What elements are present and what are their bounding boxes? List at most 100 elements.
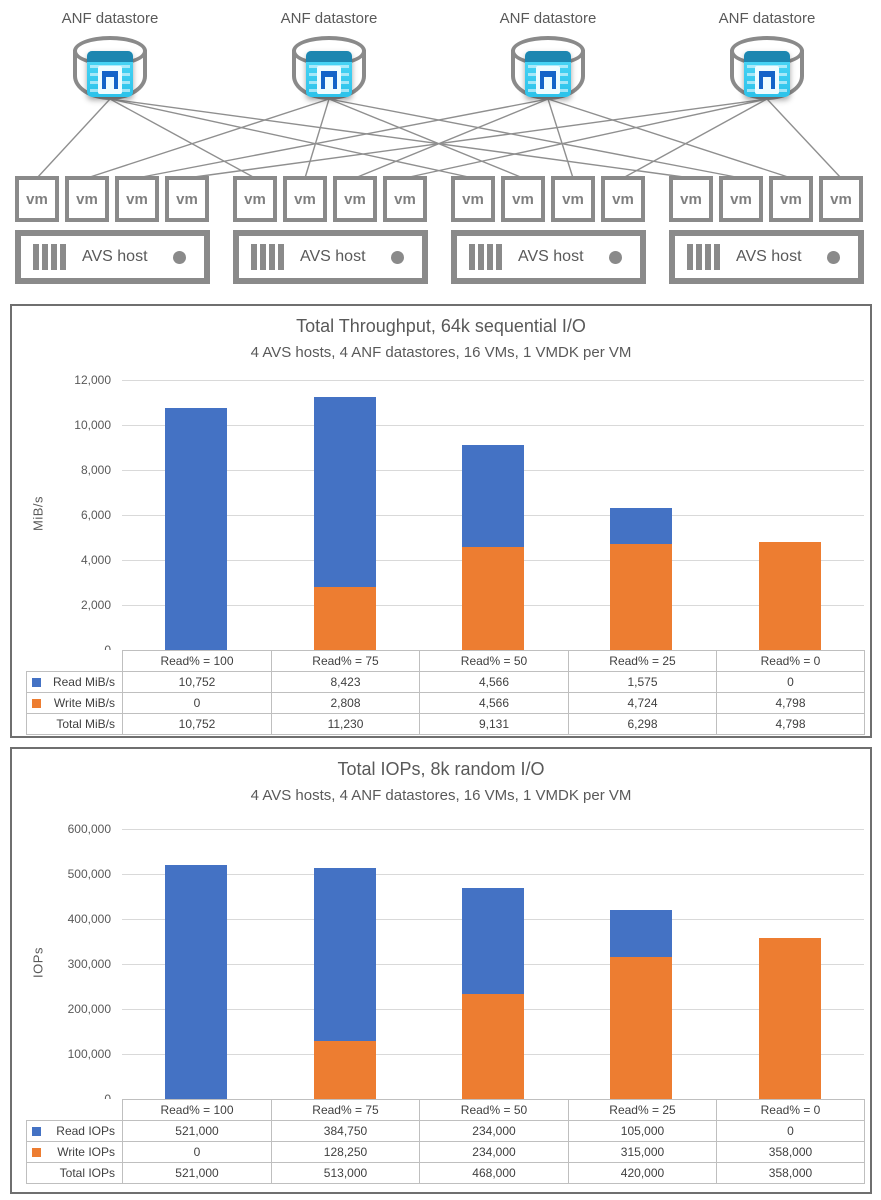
power-dot-icon xyxy=(173,250,186,264)
value-cell: 384,750 xyxy=(271,1120,420,1142)
value-cell: 0 xyxy=(122,1141,272,1163)
value-cell: 2,808 xyxy=(271,692,420,714)
server-slot-bar xyxy=(251,244,257,270)
server-slot-bar xyxy=(687,244,693,270)
throughput-chart-panel: Total Throughput, 64k sequential I/O 4 AV… xyxy=(10,304,872,738)
bar-segment-write xyxy=(610,543,673,650)
total-value-cell: 10,752 xyxy=(122,713,272,735)
server-slots-icon xyxy=(469,244,502,270)
anf-icon-glyph xyxy=(102,71,118,89)
total-value-cell: 420,000 xyxy=(568,1162,717,1184)
datastore-vm-link xyxy=(304,98,330,179)
value-cell: 4,724 xyxy=(568,692,717,714)
data-table: Read% = 100 Read% = 75 Read% = 50 Read% = 2… xyxy=(26,650,865,735)
datastore-vm-link xyxy=(109,98,256,179)
bar-segment-write xyxy=(758,542,821,650)
datastore-vm-link xyxy=(109,98,692,179)
total-value-cell: 6,298 xyxy=(568,713,717,735)
y-tick-label: 100,000 xyxy=(67,1047,111,1061)
vm-group: vm vm vm vm xyxy=(451,176,645,222)
power-dot-icon xyxy=(609,250,622,264)
iops-chart-panel: Total IOPs, 8k random I/O 4 AVS hosts, 4 … xyxy=(10,747,872,1194)
value-cell: 0 xyxy=(716,671,865,693)
datastore-label: ANF datastore xyxy=(718,10,816,27)
series-row-header: Write MiB/s xyxy=(26,692,123,714)
y-tick-label: 4,000 xyxy=(80,553,111,567)
data-table: Read% = 100 Read% = 75 Read% = 50 Read% = 2… xyxy=(26,1099,865,1184)
value-cell: 10,752 xyxy=(122,671,272,693)
vm-box: vm xyxy=(819,176,863,222)
server-slot-bar xyxy=(478,244,484,270)
vm-box: vm xyxy=(551,176,595,222)
y-tick-label: 12,000 xyxy=(74,373,111,387)
y-tick-label: 200,000 xyxy=(67,1002,111,1016)
total-value-cell: 358,000 xyxy=(716,1162,865,1184)
anf-icon-panel xyxy=(317,66,341,94)
anf-icon-panel xyxy=(98,66,122,94)
datastore-label: ANF datastore xyxy=(499,10,597,27)
vm-box: vm xyxy=(669,176,713,222)
series-row-header-inner: Read IOPs xyxy=(29,1124,120,1138)
series-name: Write IOPs xyxy=(57,1145,115,1159)
legend-swatch-write xyxy=(32,1147,41,1157)
series-name: Write MiB/s xyxy=(53,696,115,710)
datastore-vm-link xyxy=(328,98,524,179)
category-header-cell: Read% = 0 xyxy=(716,650,865,672)
value-cell: 105,000 xyxy=(568,1120,717,1142)
vm-box: vm xyxy=(15,176,59,222)
bar-segment-read xyxy=(165,408,228,650)
avs-host: AVS host xyxy=(233,230,428,284)
bar-segment-read xyxy=(610,910,673,958)
anf-icon-glyph xyxy=(540,71,556,89)
chart-subtitle: 4 AVS hosts, 4 ANF datastores, 16 VMs, 1… xyxy=(250,787,632,804)
gridline xyxy=(122,425,864,426)
category-header-cell: Read% = 75 xyxy=(271,650,420,672)
datastore-vm-link xyxy=(766,98,842,179)
y-axis-title: IOPs xyxy=(30,947,46,978)
server-slot-bar xyxy=(42,244,48,270)
vm-group: vm vm vm vm xyxy=(669,176,863,222)
legend-swatch-read xyxy=(32,1126,41,1136)
y-tick-label: 8,000 xyxy=(80,463,111,477)
power-dot-icon xyxy=(391,250,404,264)
vm-box: vm xyxy=(719,176,763,222)
server-slot-bar xyxy=(51,244,57,270)
legend-swatch-write xyxy=(32,698,41,708)
datastore-label: ANF datastore xyxy=(280,10,378,27)
bar-segment-read xyxy=(313,868,376,1042)
value-cell: 0 xyxy=(716,1120,865,1142)
value-cell: 315,000 xyxy=(568,1141,717,1163)
total-row-name: Total MiB/s xyxy=(56,717,115,731)
datastore-vm-link xyxy=(547,98,574,179)
datastore-vm-link xyxy=(136,98,549,179)
y-tick-label: 500,000 xyxy=(67,867,111,881)
category-header-cell: Read% = 50 xyxy=(419,1099,569,1121)
value-cell: 234,000 xyxy=(419,1141,569,1163)
value-cell: 1,575 xyxy=(568,671,717,693)
vm-box: vm xyxy=(451,176,495,222)
series-row-header: Read IOPs xyxy=(26,1120,123,1142)
legend-swatch-read xyxy=(32,677,41,687)
category-header-cell: Read% = 25 xyxy=(568,650,717,672)
bar-segment-write xyxy=(758,937,821,1099)
server-slot-bar xyxy=(496,244,502,270)
value-cell: 358,000 xyxy=(716,1141,865,1163)
total-value-cell: 521,000 xyxy=(122,1162,272,1184)
connection-lines xyxy=(36,98,842,179)
bar-segment-read xyxy=(462,888,524,994)
vm-group: vm vm vm vm xyxy=(233,176,427,222)
total-row-name: Total IOPs xyxy=(59,1166,115,1180)
series-row-header: Read MiB/s xyxy=(26,671,123,693)
vm-box: vm xyxy=(333,176,377,222)
anf-icon-header xyxy=(525,51,571,62)
series-name: Read IOPs xyxy=(56,1124,115,1138)
anf-icon-header xyxy=(87,51,133,62)
bar-segment-write xyxy=(462,993,524,1099)
category-header-cell: Read% = 25 xyxy=(568,1099,717,1121)
series-row-header-inner: Write MiB/s xyxy=(29,696,120,710)
vm-box: vm xyxy=(65,176,109,222)
server-slot-bar xyxy=(278,244,284,270)
server-slot-bar xyxy=(487,244,493,270)
vm-box: vm xyxy=(769,176,813,222)
